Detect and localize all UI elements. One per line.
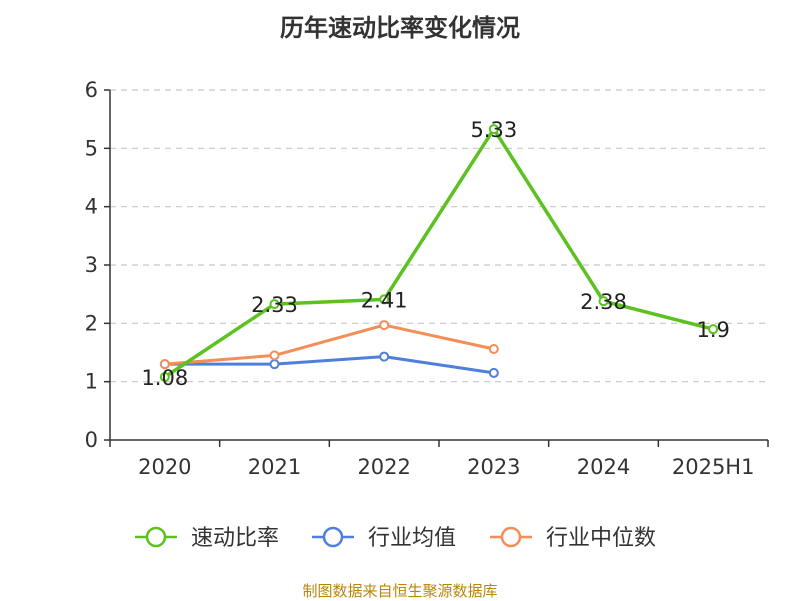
y-tick-label: 0 [85, 428, 98, 452]
y-tick-label: 6 [85, 78, 98, 102]
data-point[interactable] [488, 367, 499, 378]
x-tick-label: 2021 [248, 455, 301, 479]
data-point[interactable] [598, 296, 609, 307]
data-label: 5.33 [470, 118, 517, 142]
data-label: 1.08 [141, 366, 188, 390]
data-point[interactable] [269, 359, 280, 370]
x-tick-label: 2023 [467, 455, 520, 479]
y-tick-label: 1 [85, 370, 98, 394]
chart-title: 历年速动比率变化情况 [280, 14, 520, 42]
data-point[interactable] [269, 299, 280, 310]
legend-marker[interactable] [145, 526, 167, 548]
data-label: 2.41 [361, 288, 408, 312]
x-tick-label: 2022 [357, 455, 410, 479]
y-tick-label: 3 [85, 253, 98, 277]
series-line-2 [164, 323, 495, 366]
x-tick-label: 2020 [138, 455, 191, 479]
data-point[interactable] [488, 344, 499, 354]
source-note: 制图数据来自恒生聚源数据库 [302, 582, 498, 600]
data-label: 2.38 [580, 290, 627, 314]
legend-marker[interactable] [500, 526, 522, 548]
y-tick-label: 5 [85, 136, 98, 160]
data-point[interactable] [708, 324, 719, 335]
x-tick-label: 2024 [577, 455, 630, 479]
data-point[interactable] [159, 372, 170, 382]
data-point[interactable] [379, 351, 390, 362]
legend-label[interactable]: 速动比率 [191, 526, 279, 551]
series-line-1 [164, 355, 495, 375]
data-label: 1.9 [696, 318, 729, 342]
data-point[interactable] [488, 124, 499, 135]
legend-label[interactable]: 行业中位数 [546, 526, 656, 551]
y-tick-label: 2 [85, 311, 98, 335]
data-point[interactable] [379, 320, 390, 331]
legend-marker[interactable] [322, 526, 344, 548]
data-point[interactable] [379, 294, 390, 305]
series-line-0 [163, 127, 714, 379]
data-point[interactable] [159, 359, 170, 370]
legend-label[interactable]: 行业均值 [368, 526, 456, 551]
x-tick-label: 2025H1 [672, 455, 755, 479]
data-label: 2.33 [251, 293, 298, 317]
y-tick-label: 4 [85, 195, 98, 219]
data-point[interactable] [269, 350, 280, 361]
